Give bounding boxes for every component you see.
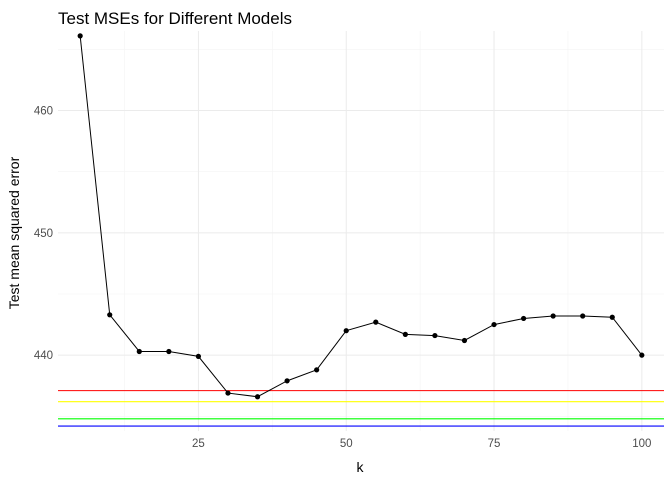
x-axis-title: k xyxy=(357,459,365,475)
data-point xyxy=(107,312,113,318)
y-tick-label: 450 xyxy=(34,228,53,240)
data-point xyxy=(580,313,586,319)
y-axis-ticks: 440 450 460 xyxy=(34,106,53,363)
data-point xyxy=(550,313,556,319)
data-point xyxy=(314,367,320,373)
data-point xyxy=(520,315,527,322)
y-tick-label: 440 xyxy=(34,350,53,362)
data-point xyxy=(225,390,231,396)
y-axis-title: Test mean squared error xyxy=(6,156,22,309)
grid xyxy=(58,31,664,431)
y-tick-label: 460 xyxy=(34,106,53,118)
chart-title: Test MSEs for Different Models xyxy=(58,9,292,28)
data-point xyxy=(432,332,438,339)
reference-lines xyxy=(58,390,664,427)
data-point xyxy=(639,352,645,358)
x-tick-label: 75 xyxy=(488,438,501,450)
data-point xyxy=(254,394,261,400)
data-point xyxy=(461,337,468,344)
data-point xyxy=(284,378,290,384)
data-point xyxy=(166,348,172,355)
series-layer xyxy=(77,33,645,400)
data-point xyxy=(402,331,408,337)
series-line xyxy=(79,35,643,398)
x-tick-label: 100 xyxy=(632,438,651,450)
data-point xyxy=(609,314,615,320)
x-tick-label: 50 xyxy=(340,438,353,450)
data-point xyxy=(136,348,142,355)
data-point xyxy=(491,321,497,328)
data-point xyxy=(373,319,379,325)
data-point xyxy=(195,353,202,359)
data-point xyxy=(343,328,349,334)
x-axis-ticks: 25 50 75 100 xyxy=(192,438,651,450)
x-tick-label: 25 xyxy=(192,438,205,450)
data-point xyxy=(77,33,83,39)
